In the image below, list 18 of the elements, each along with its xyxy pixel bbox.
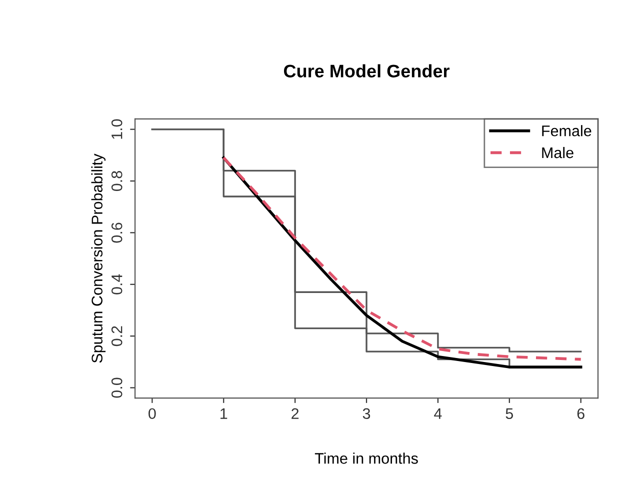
x-tick-label: 5	[506, 408, 514, 420]
x-tick-label: 2	[292, 408, 299, 419]
y-tick-label: 0.6	[111, 222, 122, 243]
x-tick-label: 4	[434, 408, 442, 419]
y-tick-label: 1.0	[111, 119, 122, 139]
x-tick-label: 6	[577, 408, 584, 420]
x-tick-label: 0	[148, 408, 156, 420]
y-tick-label: 0.0	[111, 378, 122, 398]
y-tick-label: 0.8	[111, 171, 122, 192]
legend-label: Female	[542, 125, 592, 136]
y-tick-label: 0.4	[111, 274, 122, 294]
y-tick-label: 0.2	[111, 326, 122, 346]
y-axis-title: Sputum Conversion Probability	[91, 154, 106, 363]
x-axis-title: Time in months	[314, 452, 418, 464]
legend-label: Male	[542, 146, 574, 158]
chart-title: Cure Model Gender	[284, 64, 450, 78]
x-tick-label: 1	[220, 408, 228, 419]
x-tick-label: 3	[362, 408, 370, 420]
